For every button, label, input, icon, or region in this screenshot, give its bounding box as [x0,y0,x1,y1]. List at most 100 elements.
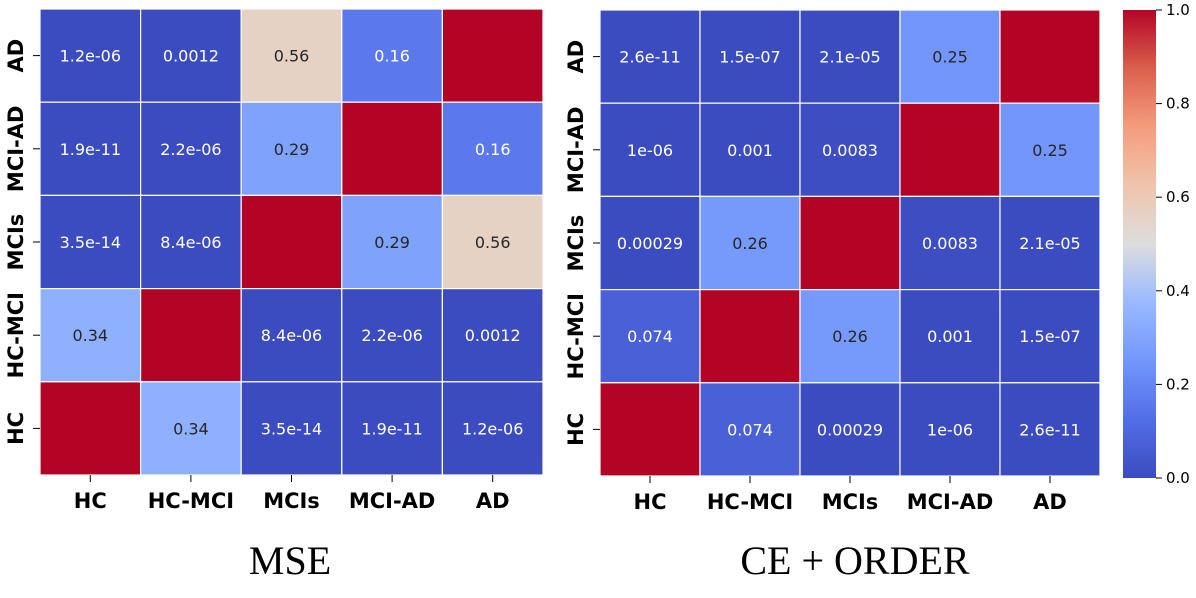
heatmap-cell-ad-mci-ad [899,9,1001,104]
cell-value-label: 0.26 [732,234,768,253]
cell-value-label: 0.56 [475,233,511,252]
heatmap-cell-hc-mci-ad [341,381,443,476]
x-tick-label-mci-ad: MCI-AD [349,489,436,513]
heatmap-cell-hc-mci-mcis [240,288,343,383]
cell-value-label: 1.5e-07 [1019,327,1080,346]
y-tick-label-mcis: MCIs [4,214,28,271]
cell-value-label: 8.4e-06 [160,233,221,252]
caption-mse: MSE [249,538,331,583]
cell-value-label: 0.0083 [822,141,878,160]
heatmap-cell-hc-mci-ad [441,288,544,383]
heatmap-cell-mci-ad-mcis [799,102,901,197]
cell-value-label: 0.34 [173,419,209,438]
y-tick-label-hc-mci: HC-MCI [564,293,588,379]
y-tick-label-ad: AD [4,39,28,73]
heatmap-cell-mcis-ad [441,194,544,290]
heatmap-cell-hc-hc [599,382,701,477]
colorbar: 0.0 0.2 0.4 0.6 0.8 1.0 [1123,1,1190,487]
heatmap-cell-ad-mci-ad [341,8,443,103]
heatmap-cell-mci-ad-hc [599,102,701,197]
cell-value-label: 0.16 [475,140,511,159]
heatmap-cell-ad-ad [441,8,544,103]
x-tick-label-mcis: MCIs [822,490,879,514]
y-tick-label-hc: HC [4,412,28,445]
cell-value-label: 2.6e-11 [619,48,680,67]
heatmap-cell-hc-mci-ad [999,289,1101,384]
heatmap-cell-mcis-hc [599,195,701,291]
cell-value-label: 0.34 [72,326,108,345]
cell-value-label: 2.6e-11 [1019,420,1080,439]
x-tick-label-ad: AD [476,489,510,513]
colorbar-tick-label: 0.2 [1166,375,1190,393]
heatmap-cell-hc-mci-hc-mci [140,288,242,383]
y-tick-label-ad: AD [564,40,588,74]
heatmap-cell-mcis-mcis [799,195,901,291]
cell-value-label: 2.1e-05 [1019,234,1080,253]
colorbar-tick-label: 0.4 [1166,282,1190,300]
cell-value-label: 0.26 [832,327,868,346]
heatmap-cell-hc-mci-hc [599,289,701,384]
y-tick-label-hc: HC [564,413,588,446]
colorbar-tick-label: 0.0 [1166,469,1190,487]
heatmap-cell-ad-hc-mci [140,8,242,103]
cell-value-label: 1.9e-11 [361,419,422,438]
cell-value-label: 0.0083 [922,234,978,253]
heatmap-cell-mcis-hc-mci [140,194,242,290]
cell-value-label: 0.00029 [617,234,683,253]
heatmap-cell-hc-ad [999,382,1101,477]
cell-value-label: 1e-06 [927,420,973,439]
heatmap-cell-mcis-hc-mci [699,195,801,291]
y-tick-label-mci-ad: MCI-AD [4,106,28,193]
x-tick-label-mcis: MCIs [263,489,320,513]
cell-value-label: 2.2e-06 [160,140,221,159]
heatmap-cell-mci-ad-hc-mci [140,101,242,196]
cell-value-label: 2.2e-06 [361,326,422,345]
cell-value-label: 0.29 [274,140,310,159]
colorbar-tick-label: 1.0 [1166,1,1190,19]
cell-value-label: 1.5e-07 [719,48,780,67]
cell-value-label: 1.2e-06 [60,47,121,66]
heatmap-cell-mci-ad-mci-ad [899,102,1001,197]
x-tick-label-hc: HC [634,490,667,514]
colorbar-gradient [1123,10,1156,478]
x-tick-label-hc-mci: HC-MCI [148,489,234,513]
heatmap-cell-hc-ad [441,381,544,476]
heatmap-cell-hc-mci-hc [39,288,142,383]
cell-value-label: 2.1e-05 [819,48,880,67]
cell-value-label: 0.25 [1032,141,1068,160]
colorbar-tick-label: 0.8 [1166,95,1190,113]
heatmap-cell-mci-ad-ad [999,102,1101,197]
cell-value-label: 3.5e-14 [261,419,322,438]
cell-value-label: 1e-06 [627,141,673,160]
cell-value-label: 0.16 [374,47,410,66]
cell-value-label: 8.4e-06 [261,326,322,345]
heatmap-cell-hc-mcis [240,381,343,476]
cell-value-label: 0.56 [274,47,310,66]
y-tick-label-mci-ad: MCI-AD [564,107,588,194]
heatmap-cell-mcis-mcis [240,194,343,290]
heatmap-cell-hc-hc-mci [140,381,242,476]
cell-value-label: 3.5e-14 [60,233,121,252]
heatmap-cell-ad-ad [999,9,1101,104]
heatmap-cell-ad-hc [39,8,142,103]
heatmap-cell-hc-mci-ad [899,382,1001,477]
cell-value-label: 0.001 [927,327,973,346]
heatmap-cell-hc-mci-hc-mci [699,289,801,384]
heatmap-cell-mci-ad-hc [39,101,142,196]
heatmap-cell-hc-hc-mci [699,382,801,477]
cell-value-label: 0.074 [727,420,773,439]
y-tick-label-mcis: MCIs [564,215,588,272]
cell-value-label: 0.074 [627,327,673,346]
x-tick-label-hc-mci: HC-MCI [707,490,793,514]
heatmap-cell-hc-hc [39,381,142,476]
cell-value-label: 0.25 [932,48,968,67]
heatmap-cell-ad-mcis [240,8,343,103]
heatmap-cell-ad-hc [599,9,701,104]
colorbar-tick-label: 0.6 [1166,188,1190,206]
cell-value-label: 1.2e-06 [462,419,523,438]
heatmap-cell-mci-ad-ad [441,101,544,196]
x-tick-label-hc: HC [74,489,107,513]
y-tick-label-hc-mci: HC-MCI [4,292,28,378]
cell-value-label: 1.9e-11 [60,140,121,159]
